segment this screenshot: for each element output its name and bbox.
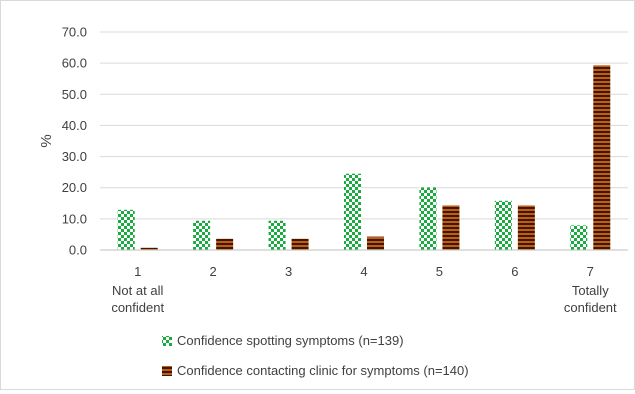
y-tick-label: 10.0 <box>62 211 87 226</box>
bar-spotting-3 <box>268 220 286 250</box>
x-tick-label: 1 <box>134 264 141 279</box>
gridlines <box>100 31 628 220</box>
y-tick-label: 70.0 <box>62 25 87 40</box>
legend-swatch <box>162 336 172 346</box>
x-tick-label: 7 <box>587 264 594 279</box>
bar-contacting-5 <box>442 205 460 250</box>
legend-label: Confidence contacting clinic for symptom… <box>177 363 469 378</box>
y-tick-label: 40.0 <box>62 118 87 133</box>
y-axis-ticks: 0.0 10.0 20.0 30.0 40.0 50.0 60.0 70.0 <box>62 25 87 258</box>
y-axis-title: % <box>38 134 55 147</box>
bar-contacting-3 <box>291 238 309 250</box>
bar-spotting-6 <box>494 200 512 250</box>
legend-swatch <box>162 366 172 376</box>
bar-spotting-2 <box>193 220 211 250</box>
y-tick-label: 0.0 <box>69 243 87 258</box>
bar-contacting-1 <box>140 247 158 250</box>
x-axis-ticks: 1 Not at all confident 2 3 4 5 6 7 Totally confide… <box>111 264 617 315</box>
bar-contacting-2 <box>216 238 234 250</box>
legend-label: Confidence spotting symptoms (n=139) <box>177 333 404 348</box>
bar-spotting-7 <box>570 225 588 250</box>
x-tick-label: 6 <box>511 264 518 279</box>
bar-spotting-4 <box>344 173 361 250</box>
y-tick-label: 50.0 <box>62 87 87 102</box>
x-tick-sublabel: confident <box>564 300 617 315</box>
y-tick-label: 20.0 <box>62 180 87 195</box>
x-tick-sublabel: Not at all <box>112 283 163 298</box>
x-tick-label: 2 <box>210 264 217 279</box>
bar-spotting-5 <box>419 187 437 250</box>
y-tick-label: 60.0 <box>62 56 87 71</box>
bars <box>117 65 611 250</box>
x-tick-sublabel: confident <box>111 300 164 315</box>
x-tick-label: 5 <box>436 264 443 279</box>
bar-contacting-4 <box>367 236 384 250</box>
x-tick-sublabel: Totally <box>572 283 609 298</box>
bar-contacting-7 <box>593 65 611 250</box>
x-tick-label: 4 <box>360 264 367 279</box>
x-tick-label: 3 <box>285 264 292 279</box>
bar-spotting-1 <box>117 209 135 250</box>
legend: Confidence spotting symptoms (n=139) Conf… <box>162 333 469 378</box>
bar-contacting-6 <box>517 205 535 250</box>
y-tick-label: 30.0 <box>62 149 87 164</box>
